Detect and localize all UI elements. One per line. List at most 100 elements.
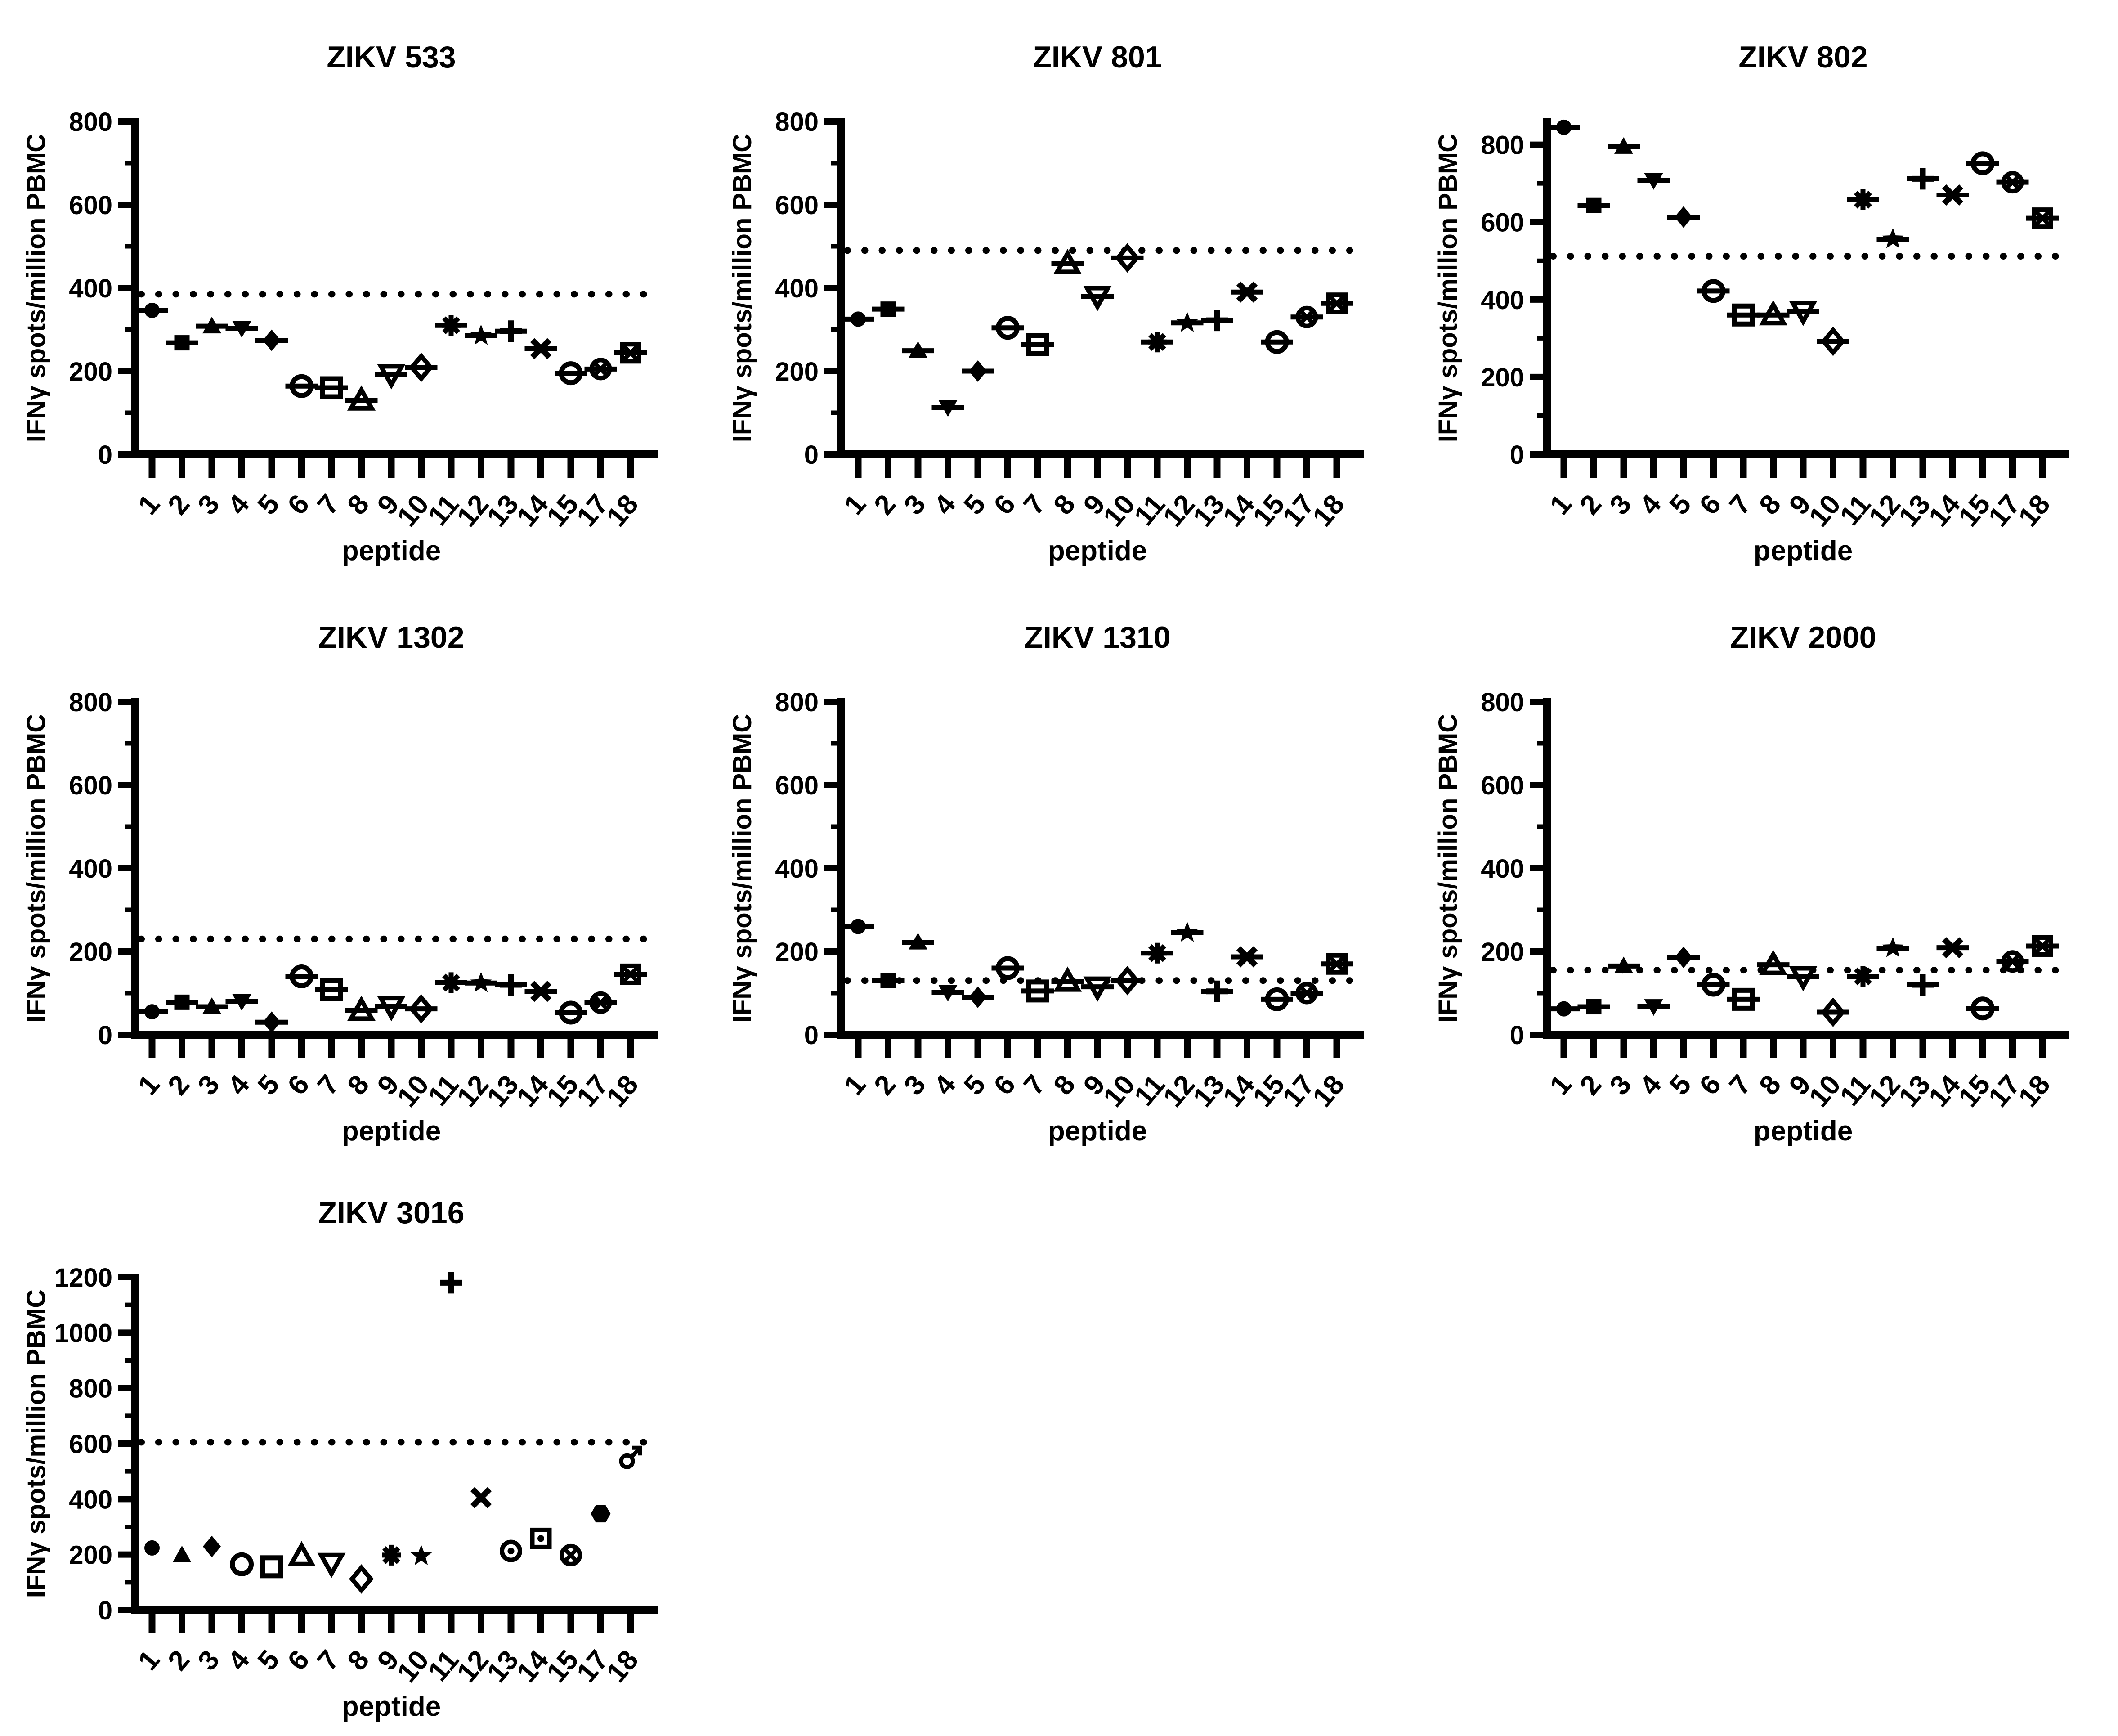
data-point-p2 [166,994,198,1010]
data-point-p11 [1141,332,1173,353]
y-tick-label: 1200 [54,1263,112,1292]
data-point-p5 [1667,206,1700,228]
y-tick-label: 600 [69,771,112,800]
data-point-p10 [405,994,438,1024]
chart-title: ZIKV 3016 [318,1196,464,1230]
y-axis-label: IFNγ spots/million PBMC [1433,714,1463,1023]
data-point-p9 [382,1544,401,1566]
data-point-p13 [500,1539,522,1562]
y-tick-label: 800 [69,688,112,717]
data-point-p11 [1847,189,1879,210]
y-tick-label: 600 [1481,771,1524,800]
y-tick-label: 200 [1481,363,1524,392]
y-tick-label: 400 [775,274,819,303]
plot-zikv-3016: ZIKV 3016 IFNγ spots/million PBMC 0 200 400 6… [0,1156,706,1736]
data-point-p6 [285,964,318,988]
y-tick-label: 200 [775,938,819,967]
data-point-p12 [1171,921,1204,942]
data-point-p3 [902,933,934,950]
data-point-p17 [1996,171,2029,194]
zikv-3016-svg: ZIKV 3016 IFNγ spots/million PBMC 0 200 400 6… [0,1156,706,1736]
data-point-p8 [1051,249,1084,274]
data-point-p2 [872,973,905,988]
data-point-p18 [614,963,647,985]
y-tick-label: 800 [1481,688,1524,717]
data-point-p13 [1907,168,1939,190]
plot-background [706,580,1412,1161]
data-point-p15 [1966,996,1999,1021]
y-tick-label: 600 [1481,208,1524,238]
plot-zikv-1302: ZIKV 1302 IFNγ spots/million PBMC 0 200 400 6… [0,580,706,1161]
data-point-p7 [315,376,348,399]
data-point-p3 [196,317,228,334]
plot-zikv-801: ZIKV 801 IFNγ spots/million PBMC 0 200 400 60… [706,0,1412,580]
plot-zikv-533: ZIKV 533 IFNγ spots/million PBMC 0 200 400 60… [0,0,706,580]
y-tick-label: 0 [804,1021,819,1050]
x-axis-label: peptide [1754,1116,1853,1147]
y-tick-label: 200 [69,357,112,386]
data-point-p2 [172,1545,192,1562]
plot-background [1412,580,2118,1161]
y-axis-label: IFNγ spots/million PBMC [728,714,757,1023]
data-point-p15 [555,361,587,386]
y-tick-label: 600 [775,771,819,800]
y-tick-label: 0 [1510,440,1524,470]
data-point-p18 [2026,935,2059,957]
data-point-p17 [1290,305,1323,328]
chart-title: ZIKV 2000 [1730,620,1876,655]
plot-zikv-2000: ZIKV 2000 IFNγ spots/million PBMC 0 200 400 6… [1412,580,2118,1161]
data-point-p3 [1608,137,1640,154]
y-tick-label: 400 [1481,854,1524,884]
plot-background [0,580,706,1161]
data-point-p15 [1966,151,1999,175]
data-point-p13 [495,320,527,342]
data-point-p2 [872,301,905,317]
data-point-p12 [1876,228,1909,248]
data-point-p7 [1727,303,1760,327]
data-point-p14 [524,338,557,359]
y-tick-label: 0 [98,440,112,470]
y-tick-label: 800 [69,1374,112,1404]
data-point-p3 [203,1535,221,1557]
y-axis: 0 200 400 600 800 [1481,118,1551,470]
data-point-p9 [375,364,407,390]
data-point-p13 [1201,310,1233,332]
zikv-1302-svg: ZIKV 1302 IFNγ spots/million PBMC 0 200 400 6… [0,580,706,1161]
data-point-p9 [375,996,407,1022]
y-tick-label: 1000 [54,1319,112,1348]
data-point-p9 [1081,976,1114,1002]
data-point-p6 [1697,973,1730,997]
y-axis: 0 200 400 600 800 [775,108,845,470]
data-point-p7 [1021,333,1054,356]
y-tick-label: 800 [69,108,112,137]
data-point-p17 [1290,982,1323,1005]
zikv-533-svg: ZIKV 533 IFNγ spots/million PBMC 0 200 400 60… [0,0,706,580]
y-tick-label: 600 [69,1430,112,1459]
data-point-p6 [991,316,1024,340]
y-tick-label: 200 [69,1541,112,1570]
y-axis: 0 200 400 600 800 [69,108,139,470]
data-point-p12 [465,324,497,345]
data-point-p15 [555,1000,587,1025]
zikv-2000-svg: ZIKV 2000 IFNγ spots/million PBMC 0 200 400 6… [1412,580,2118,1161]
x-axis-label: peptide [342,535,441,566]
y-tick-label: 0 [98,1596,112,1625]
data-point-p8 [345,385,378,411]
data-point-p2 [166,335,198,351]
data-point-p1 [144,1540,160,1556]
data-point-p4 [931,400,964,417]
data-point-p15 [1261,987,1293,1011]
data-point-p10 [1111,965,1144,996]
data-point-p17 [584,358,617,381]
y-tick-label: 200 [1481,938,1524,967]
y-axis: 0 200 400 600 800 [775,688,845,1050]
data-point-p5 [255,329,288,351]
x-axis-label: peptide [1048,1116,1147,1147]
y-tick-label: 800 [775,108,819,137]
data-point-p6 [1697,279,1730,303]
y-tick-label: 800 [775,688,819,717]
data-point-p1 [136,1004,168,1020]
plot-background [0,1156,706,1736]
data-point-p11 [1141,942,1173,964]
